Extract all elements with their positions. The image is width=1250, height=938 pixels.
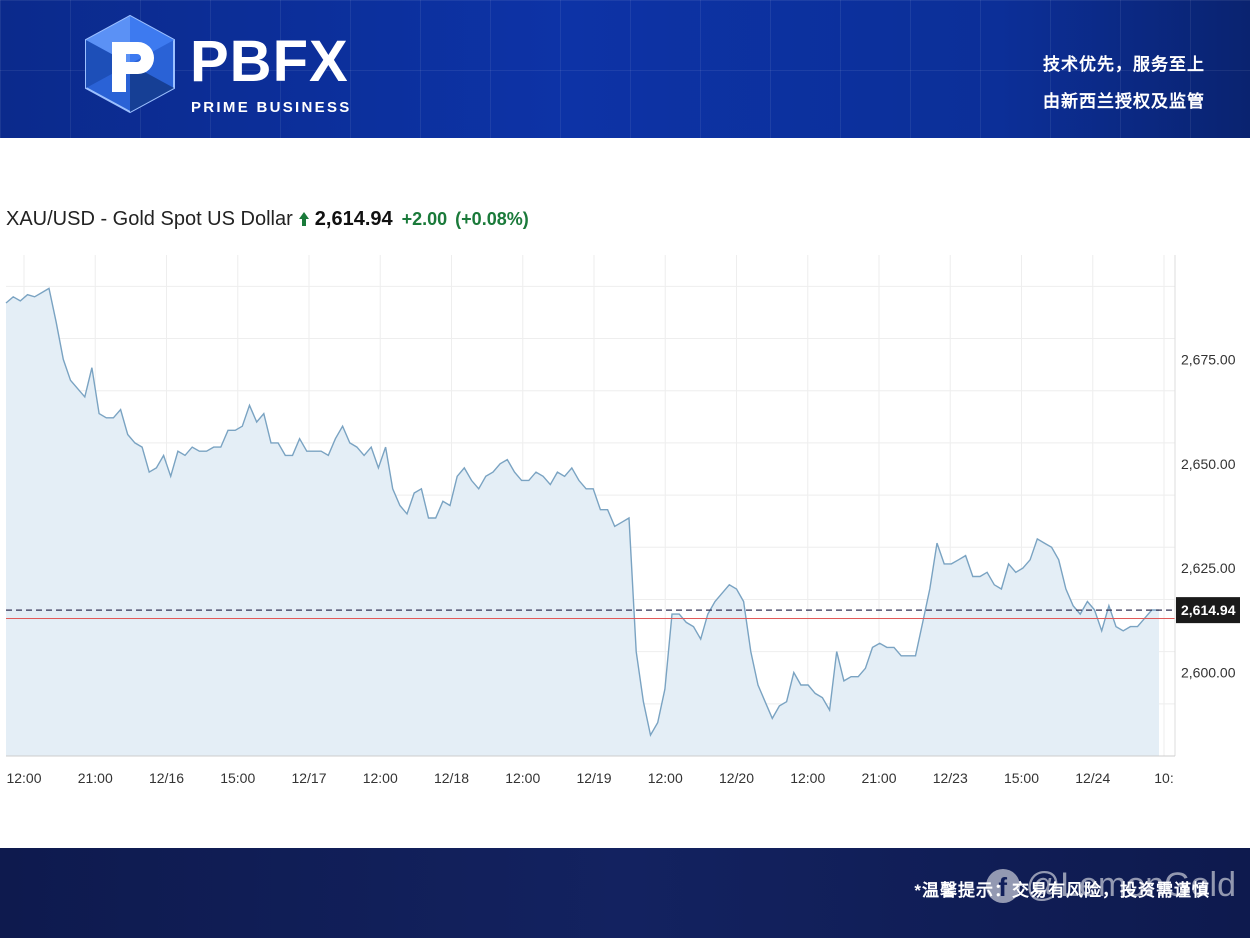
facebook-icon: f (985, 868, 1020, 903)
price-area-fill (6, 288, 1159, 756)
x-tick-label: 12:00 (505, 770, 540, 786)
x-tick-label: 15:00 (220, 770, 255, 786)
price-series-line (5, 287, 1160, 738)
pbfx-logo-icon (85, 14, 175, 114)
watermark-handle: @LemonGold (1025, 866, 1236, 904)
x-tick-label: 12/19 (576, 770, 611, 786)
y-tick-label: 2,625.00 (1181, 560, 1236, 576)
slogan-line-2: 由新西兰授权及监管 (1043, 92, 1205, 111)
x-tick-label: 10: (1154, 770, 1173, 786)
x-tick-label: 12/24 (1075, 770, 1110, 786)
x-tick-label: 12:00 (6, 770, 41, 786)
x-tick-label: 15:00 (1004, 770, 1039, 786)
y-tick-label: 2,650.00 (1181, 456, 1236, 472)
x-tick-label: 12:00 (363, 770, 398, 786)
x-tick-label: 12/18 (434, 770, 469, 786)
slogan-line-1: 技术优先，服务至上 (1043, 55, 1205, 74)
price-change-percent: (+0.08%) (455, 208, 529, 229)
y-tick-label: 2,675.00 (1181, 351, 1236, 367)
price-change: +2.00 (401, 208, 448, 229)
last-price: 2,614.94 (314, 207, 393, 230)
logo-subtitle: PRIME BUSINESS (191, 99, 352, 116)
logo-wordmark: PBFX (190, 29, 349, 94)
quote-header: XAU/USD - Gold Spot US Dollar 2,614.94 +… (6, 206, 529, 232)
footer-banner: *温馨提示：交易有风险，投资需谨慎 f @LemonGold (0, 848, 1250, 938)
symbol-title: XAU/USD - Gold Spot US Dollar (6, 207, 293, 230)
last-price-badge-label: 2,614.94 (1181, 602, 1236, 618)
header-banner: PBFX PRIME BUSINESS 技术优先，服务至上 由新西兰授权及监管 (0, 0, 1250, 138)
watermark: f @LemonGold (985, 866, 1236, 905)
x-tick-label: 12/20 (719, 770, 754, 786)
price-chart: 2,600.00 2,625.00 2,650.00 2,675.00 2,614.94… (5, 255, 1240, 786)
x-tick-label: 12/17 (291, 770, 326, 786)
x-tick-label: 12:00 (648, 770, 683, 786)
x-tick-label: 21:00 (861, 770, 896, 786)
x-tick-label: 21:00 (78, 770, 113, 786)
y-tick-label: 2,600.00 (1181, 665, 1236, 681)
x-tick-label: 12/23 (933, 770, 968, 786)
x-tick-label: 12/16 (149, 770, 184, 786)
x-tick-label: 12:00 (790, 770, 825, 786)
last-price-badge (1176, 597, 1240, 624)
banner-background-grid (0, 0, 1250, 138)
arrow-up-icon (298, 212, 309, 226)
